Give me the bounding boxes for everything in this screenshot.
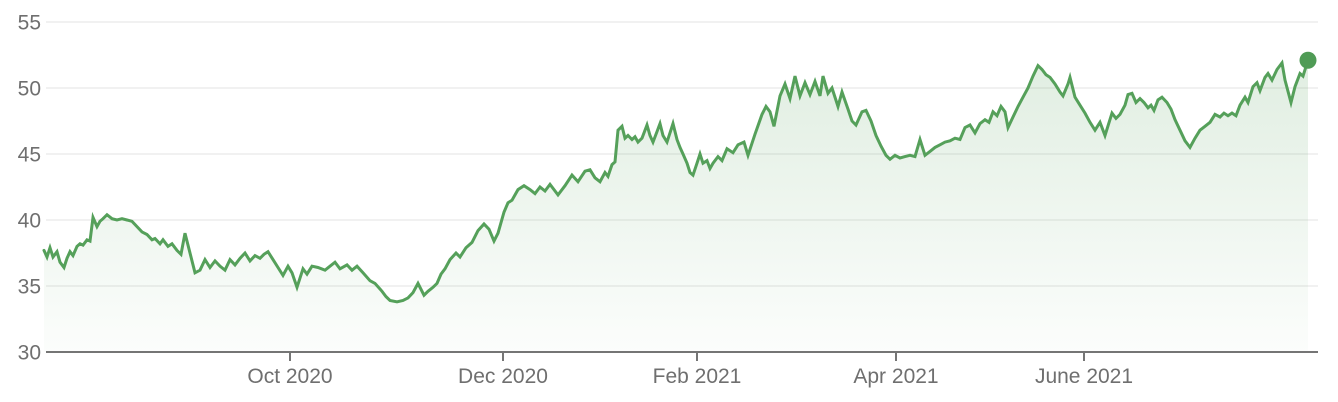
last-price-dot — [1299, 51, 1317, 69]
y-axis-tick-label: 50 — [18, 78, 41, 101]
x-axis-tick-label: Oct 2020 — [247, 365, 332, 388]
x-axis-tick-label: June 2021 — [1035, 365, 1133, 388]
y-axis-tick-label: 40 — [18, 210, 41, 233]
y-axis-tick-label: 55 — [18, 12, 41, 35]
x-axis-tick-label: Apr 2021 — [853, 365, 938, 388]
y-axis-tick-label: 45 — [18, 144, 41, 167]
y-axis-tick-label: 30 — [18, 342, 41, 365]
price-area-fill — [44, 60, 1308, 353]
y-axis-tick-label: 35 — [18, 276, 41, 299]
price-line — [42, 58, 1310, 304]
x-axis-tick-label: Dec 2020 — [458, 365, 548, 388]
x-axis-tick-label: Feb 2021 — [653, 365, 742, 388]
